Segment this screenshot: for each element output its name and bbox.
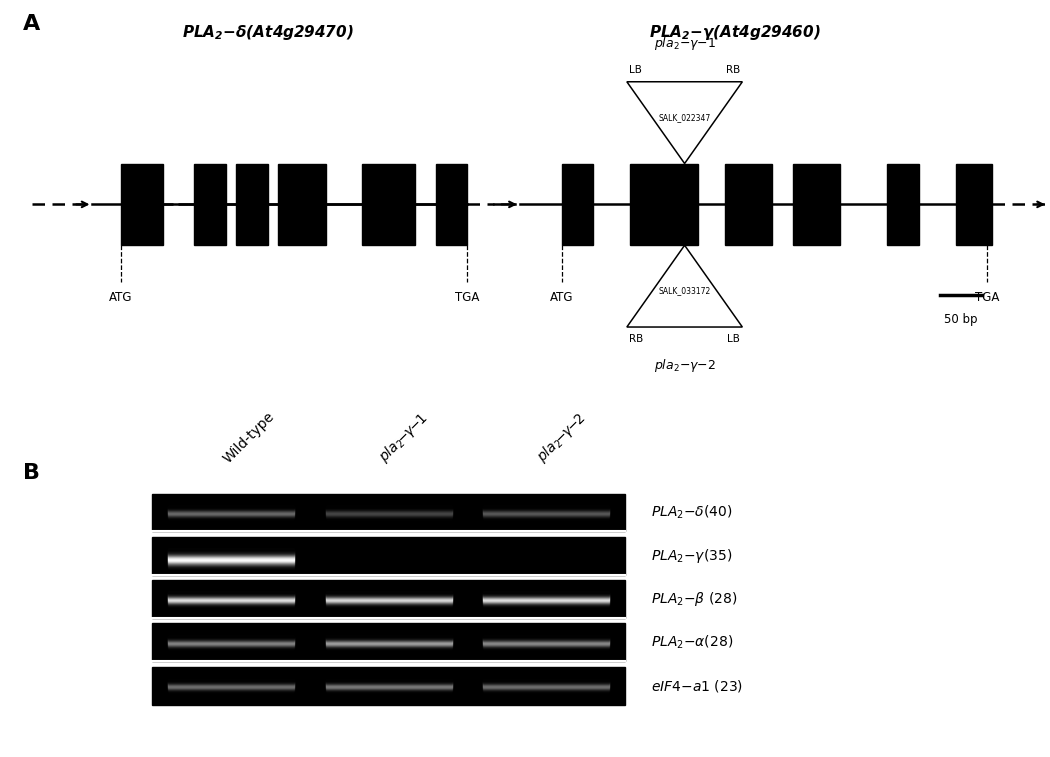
Text: LB: LB [629,65,642,75]
Text: TGA: TGA [974,291,1000,304]
Text: SALK_033172: SALK_033172 [658,286,711,295]
Text: RB: RB [629,334,644,344]
Bar [152,494,625,531]
Text: $\mathit{eIF4}$$\mathit{-a1\ }$$\mathit{(23)}$: $\mathit{eIF4}$$\mathit{-a1\ }$$\mathit{… [651,678,743,693]
Bar [194,164,226,245]
Text: B: B [23,463,40,483]
Bar [562,164,593,245]
Text: $\bfit{PLA_2}$$\bfit{-\gamma}$$\bfit{(At4g29460)}$: $\bfit{PLA_2}$$\bfit{-\gamma}$$\bfit{(At… [649,23,821,42]
Bar [362,164,415,245]
Bar [724,164,772,245]
Text: RB: RB [726,65,740,75]
Bar [152,537,625,575]
Bar [630,164,698,245]
Text: $\mathit{pla_2\!\!-\!\!\gamma\!\!-\!\!2}$: $\mathit{pla_2\!\!-\!\!\gamma\!\!-\!\!2}… [533,410,589,466]
Text: SALK_022347: SALK_022347 [658,114,711,123]
Bar [793,164,840,245]
Text: $\mathit{PLA_2}$$\mathit{-\beta\ }$$\mathit{(28)}$: $\mathit{PLA_2}$$\mathit{-\beta\ }$$\mat… [651,590,737,608]
Bar [436,164,467,245]
Text: ATG: ATG [109,291,132,304]
Text: A: A [23,14,40,33]
Text: $\mathit{PLA_2}$$\mathit{-\gamma}$$\mathit{(35)}$: $\mathit{PLA_2}$$\mathit{-\gamma}$$\math… [651,547,732,565]
Text: $\mathit{pla_2\!\!-\!\!\gamma\!\!-\!\!1}$: $\mathit{pla_2\!\!-\!\!\gamma\!\!-\!\!1}… [376,410,433,466]
Text: $\it{pla_2}$$\it{-\gamma}$$\it{-2}$: $\it{pla_2}$$\it{-\gamma}$$\it{-2}$ [653,357,716,373]
Bar [152,624,625,662]
Text: $\mathit{PLA_2}$$\mathit{-\alpha}$$\mathit{(28)}$: $\mathit{PLA_2}$$\mathit{-\alpha}$$\math… [651,634,733,651]
Text: 50 bp: 50 bp [944,313,978,326]
Text: TGA: TGA [455,291,480,304]
Text: $\bfit{PLA_2}$$\bfit{-\delta}$$\bfit{(At4g29470)}$: $\bfit{PLA_2}$$\bfit{-\delta}$$\bfit{(At… [182,23,354,42]
Bar [152,580,625,618]
Bar [278,164,326,245]
Text: $\mathit{PLA_2}$$\mathit{-\delta}$$\mathit{(40)}$: $\mathit{PLA_2}$$\mathit{-\delta}$$\math… [651,504,733,521]
Bar [121,164,163,245]
Bar [152,667,625,705]
Bar [236,164,268,245]
Bar [887,164,919,245]
Bar [956,164,992,245]
Text: LB: LB [728,334,740,344]
Text: $\it{pla_2}$$\it{-\gamma}$$\it{-1}$: $\it{pla_2}$$\it{-\gamma}$$\it{-1}$ [653,36,716,52]
Text: Wild-type: Wild-type [222,410,278,466]
Text: ATG: ATG [550,291,573,304]
